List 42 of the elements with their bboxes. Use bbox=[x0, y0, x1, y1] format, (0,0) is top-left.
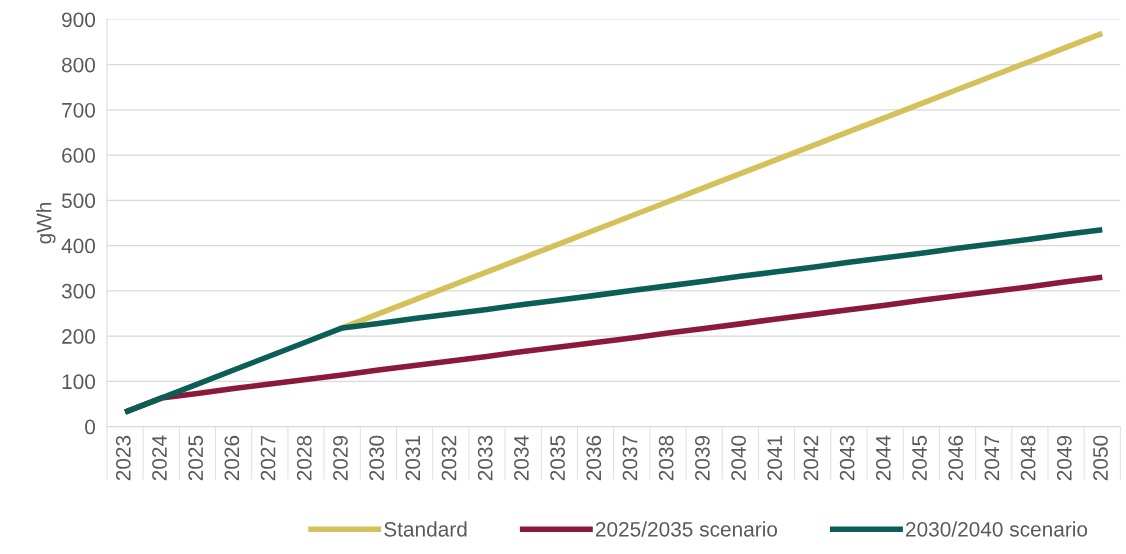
x-tick-label: 2037 bbox=[622, 435, 638, 481]
legend-label: 2025/2035 scenario bbox=[595, 521, 778, 537]
x-tick-label: 2026 bbox=[224, 435, 240, 481]
x-tick-label: 2029 bbox=[333, 435, 348, 481]
y-tick-label: 700 bbox=[62, 102, 96, 118]
y-tick-label: 900 bbox=[62, 12, 96, 28]
y-axis-title: gWh bbox=[36, 202, 56, 244]
x-tick-label: 2047 bbox=[984, 435, 1000, 481]
x-tick-label: 2024 bbox=[152, 435, 167, 481]
x-tick-label: 2027 bbox=[260, 435, 276, 481]
x-tick-label: 2044 bbox=[875, 435, 891, 481]
y-tick-label: 200 bbox=[62, 329, 96, 344]
x-tick-label: 2041 bbox=[767, 435, 783, 481]
y-tick-label: 400 bbox=[61, 238, 96, 254]
y-tick-label: 800 bbox=[62, 57, 96, 73]
y-tick-label: 100 bbox=[62, 374, 96, 390]
y-tick-label: 600 bbox=[62, 148, 96, 163]
x-tick-label: 2038 bbox=[658, 435, 674, 481]
x-tick-label: 2033 bbox=[477, 435, 493, 481]
x-tick-label: 2034 bbox=[514, 435, 529, 481]
x-tick-label: 2039 bbox=[694, 435, 710, 481]
x-tick-label: 2023 bbox=[115, 435, 131, 481]
x-tick-label: 2025 bbox=[188, 435, 204, 481]
y-tick-label: 500 bbox=[61, 193, 96, 209]
x-tick-label: 2036 bbox=[586, 435, 602, 481]
x-tick-label: 2046 bbox=[948, 435, 964, 481]
legend-label: Standard bbox=[384, 521, 467, 537]
x-tick-label: 2043 bbox=[839, 435, 855, 481]
x-tick-label: 2030 bbox=[369, 435, 385, 481]
x-tick-label: 2042 bbox=[803, 435, 819, 481]
x-tick-label: 2045 bbox=[912, 435, 927, 481]
x-tick-label: 2032 bbox=[441, 435, 457, 481]
x-tick-label: 2050 bbox=[1093, 435, 1108, 481]
y-tick-label: 300 bbox=[61, 283, 96, 299]
x-tick-label: 2049 bbox=[1056, 435, 1072, 481]
x-tick-label: 2031 bbox=[405, 435, 421, 481]
x-tick-label: 2040 bbox=[731, 435, 746, 481]
x-tick-label: 2028 bbox=[296, 435, 312, 481]
y-tick-label: 0 bbox=[85, 419, 96, 435]
x-tick-label: 2048 bbox=[1020, 435, 1036, 481]
x-tick-label: 2035 bbox=[550, 435, 565, 481]
legend-label: 2030/2040 scenario bbox=[906, 521, 1088, 537]
